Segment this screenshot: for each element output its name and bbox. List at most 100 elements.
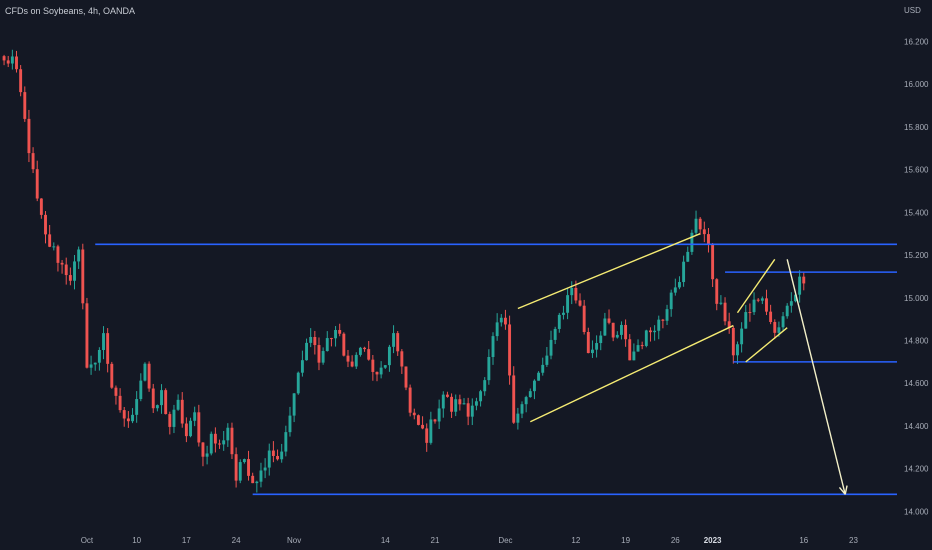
x-tick-label: 16 (799, 536, 808, 545)
candle-body (433, 419, 437, 422)
candle-body (358, 347, 362, 355)
candle-body (599, 335, 603, 344)
candle-body (636, 345, 640, 352)
candle-body (723, 302, 727, 322)
candle-body (466, 403, 470, 417)
candle-body (230, 427, 234, 455)
candle-body (429, 419, 433, 443)
candle-body (19, 69, 23, 93)
candle-body (624, 324, 628, 340)
x-tick-label: 10 (132, 536, 141, 545)
x-tick-label: Nov (287, 536, 301, 545)
candle-body (168, 414, 172, 427)
candle-body (508, 324, 512, 376)
candle-body (6, 60, 10, 64)
candle-body (437, 408, 441, 422)
candle-body (561, 312, 565, 315)
candle-body (284, 432, 288, 452)
candle-body (686, 251, 690, 262)
candle-body (56, 246, 60, 263)
candle-body (375, 371, 379, 375)
candle-body (765, 298, 768, 312)
candle-body (516, 413, 520, 423)
candle-body (512, 375, 516, 423)
candle-body (528, 391, 532, 398)
candle-body (213, 433, 217, 444)
candle-body (321, 351, 325, 363)
candle-body (114, 387, 118, 396)
candle-body (673, 287, 677, 293)
y-tick-label: 14.800 (904, 337, 929, 346)
candle-body (586, 331, 590, 354)
candle-body (147, 363, 151, 389)
candle-body (657, 319, 661, 331)
candle-body (338, 330, 342, 334)
candle-body (777, 327, 781, 333)
candle-body (317, 345, 321, 363)
candle-body (491, 336, 495, 358)
candle-body (578, 300, 582, 306)
candle-body (532, 380, 536, 392)
candle-body (238, 462, 242, 481)
candle-body (363, 347, 367, 350)
candle-body (218, 443, 221, 445)
candle-body (752, 299, 756, 313)
candle-body (794, 294, 797, 302)
candle-body (68, 275, 72, 281)
candle-body (396, 333, 400, 352)
candle-body (139, 380, 143, 400)
candle-body (773, 321, 777, 333)
candle-body (383, 365, 387, 368)
y-tick-label: 14.600 (904, 379, 929, 388)
channel-trendline (517, 233, 701, 310)
candle-body (209, 433, 213, 454)
candle-body (126, 418, 130, 422)
candle-body (682, 261, 686, 283)
x-tick-label: 21 (431, 536, 440, 545)
candle-body (781, 316, 785, 328)
candle-body (255, 481, 259, 484)
candle-body (247, 459, 250, 476)
candle-body (412, 412, 416, 416)
candle-body (454, 399, 458, 412)
candle-body (387, 346, 391, 366)
candle-body (350, 361, 354, 367)
candle-body (727, 321, 731, 328)
candle-body (719, 302, 723, 304)
y-axis: USD 16.200 16.000 15.800 15.600 15.400 15.200… (904, 6, 929, 516)
candle-body (234, 454, 238, 481)
candle-body (189, 420, 192, 437)
x-axis: Oct 10 17 24 Nov 14 21 Dec 12 19 26 2023 16 23 (81, 536, 859, 545)
candle-body (595, 343, 599, 350)
candle-body (470, 405, 474, 417)
candle-body (537, 372, 541, 381)
candle-body (263, 467, 267, 471)
candle-body (798, 276, 802, 295)
candle-body (296, 372, 300, 394)
candle-body (176, 399, 180, 410)
candle-body (77, 249, 81, 262)
candle-body (122, 410, 126, 419)
x-tick-label: 12 (571, 536, 580, 545)
candle-body (690, 232, 694, 252)
candle-body (64, 264, 68, 276)
candle-body (259, 470, 263, 482)
candle-body (155, 405, 159, 409)
candle-body (172, 409, 176, 427)
currency-label: USD (904, 6, 921, 15)
chart-title: CFDs on Soybeans, 4h, OANDA (5, 6, 135, 16)
annotations-group (95, 233, 897, 496)
x-tick-label: 23 (849, 536, 858, 545)
candle-body (44, 214, 47, 235)
candle-body (495, 322, 499, 337)
candle-body (193, 412, 197, 421)
candle-body (570, 287, 574, 296)
y-tick-label: 14.400 (904, 422, 929, 431)
candle-body (334, 330, 338, 339)
candle-body (292, 393, 296, 416)
candle-body (421, 424, 425, 429)
candle-body (678, 282, 681, 288)
candle-body (97, 349, 101, 363)
